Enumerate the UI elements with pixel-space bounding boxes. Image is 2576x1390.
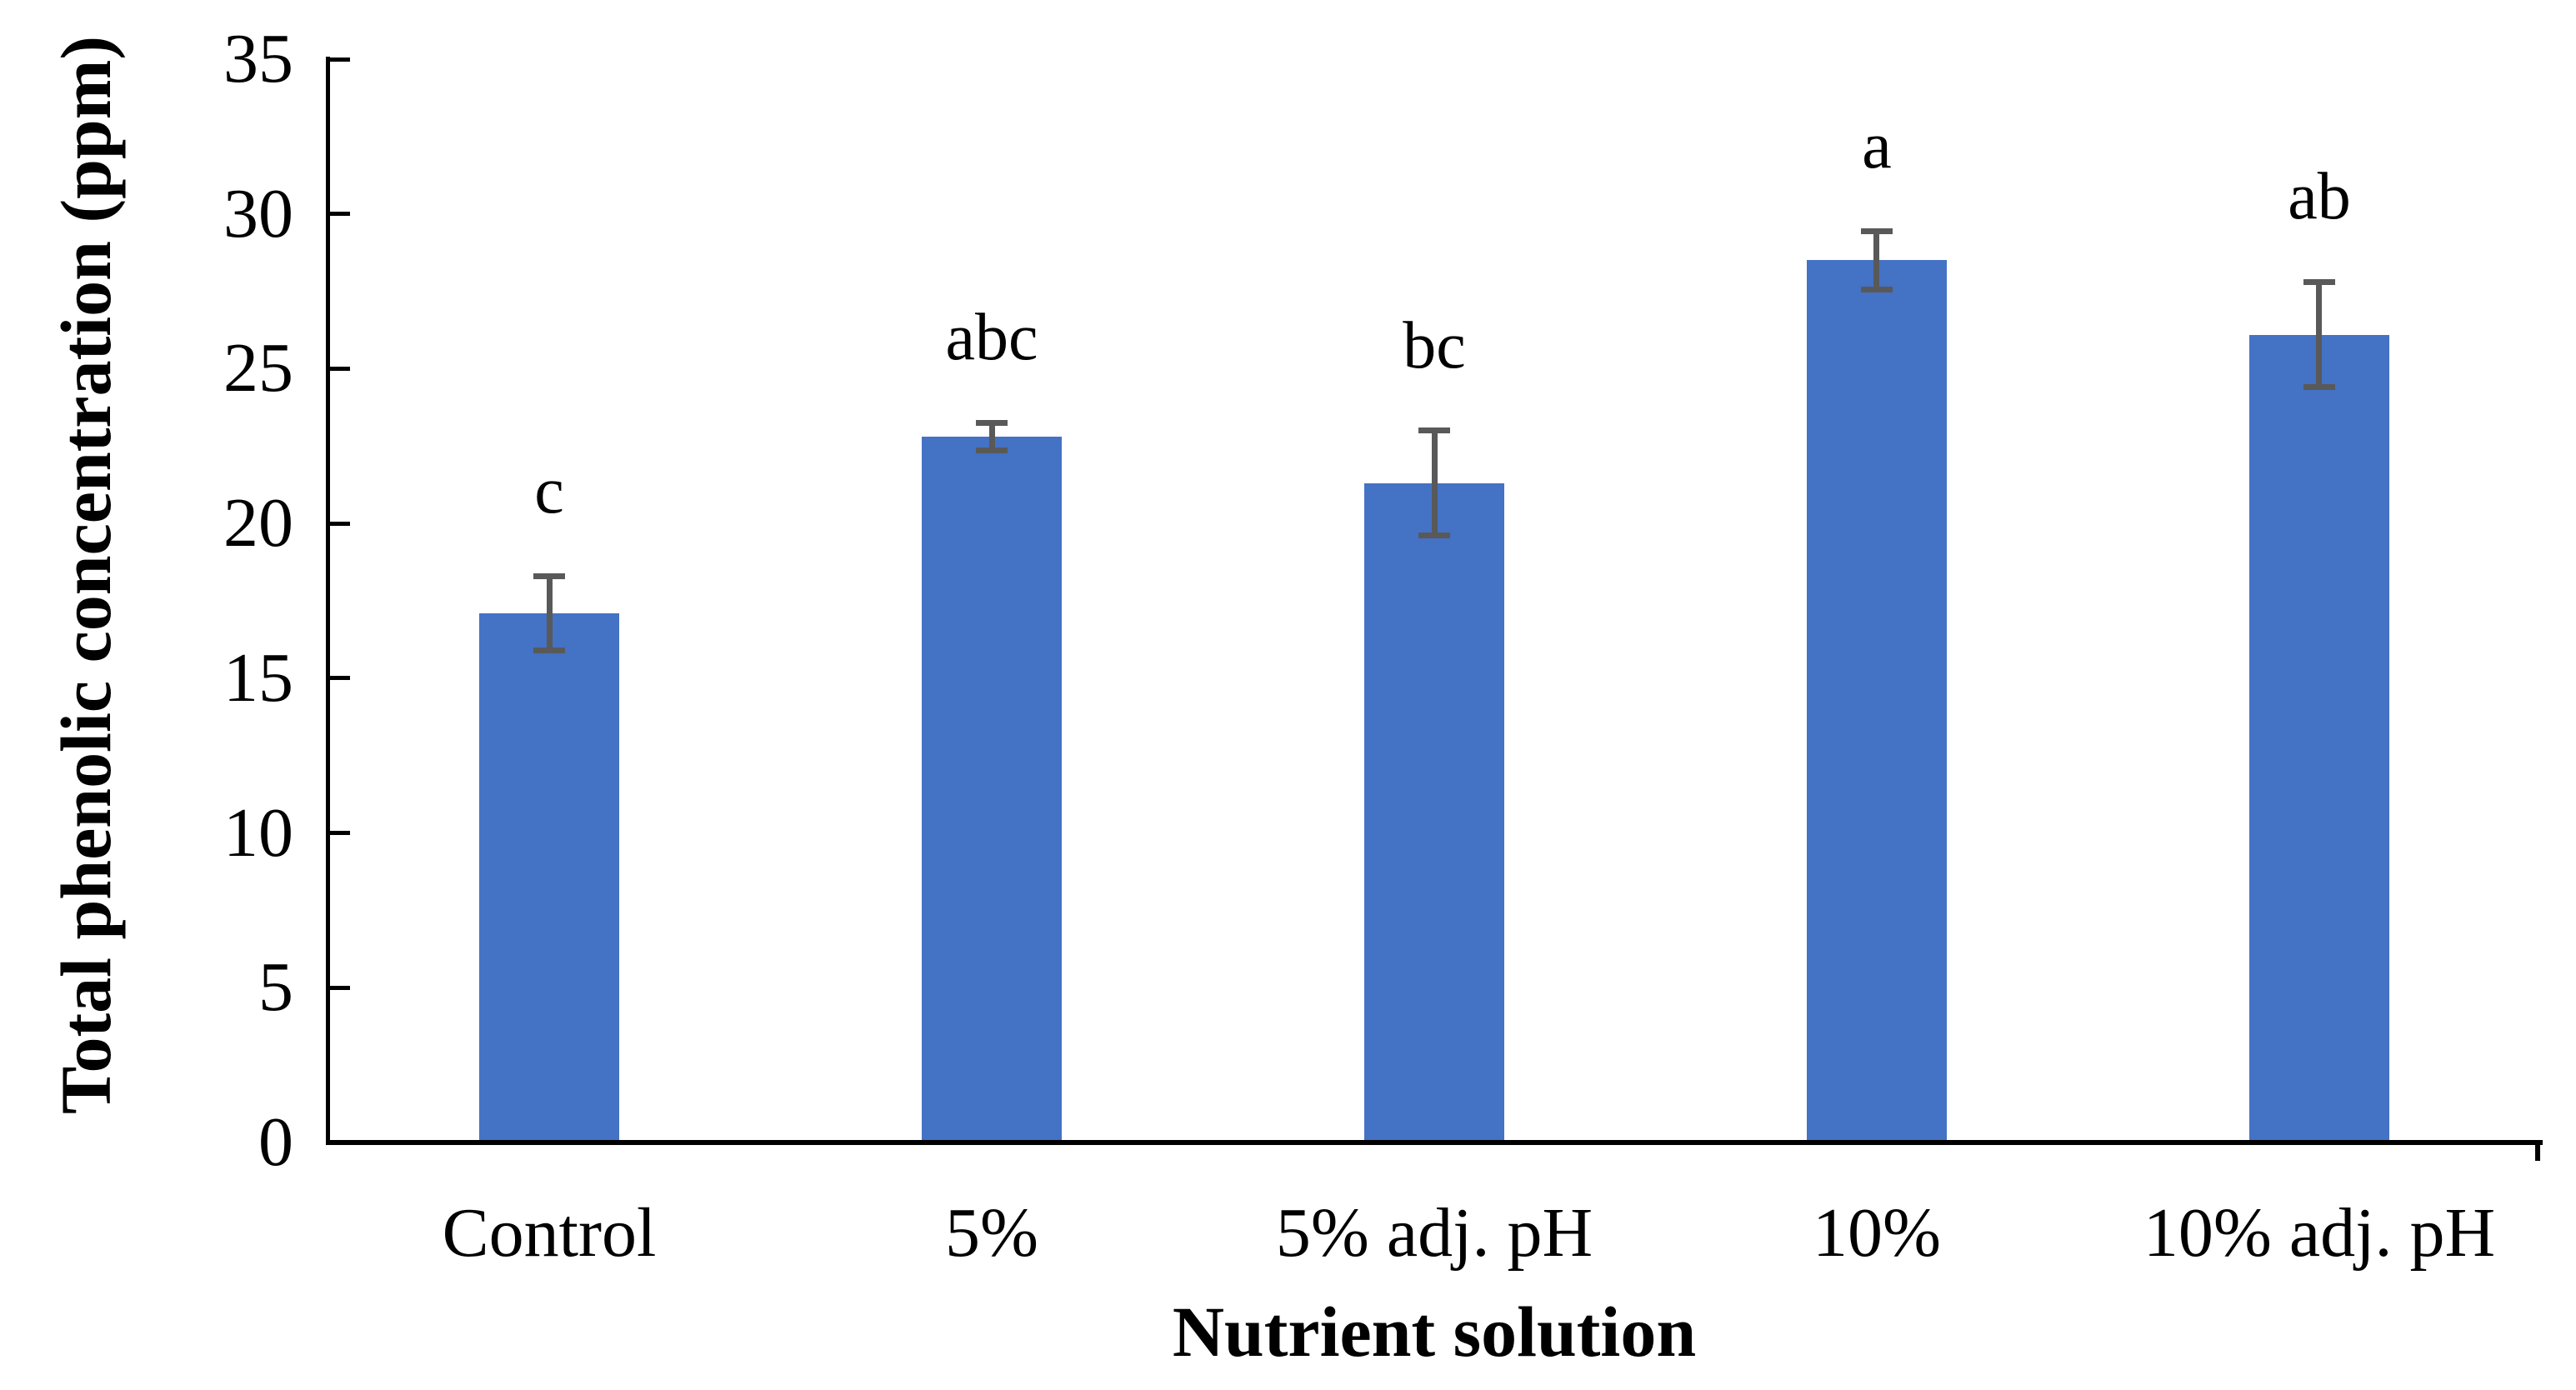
error-bar-cap: [1861, 228, 1893, 234]
error-bar-cap: [1418, 428, 1450, 433]
significance-letter: abc: [945, 301, 1038, 374]
error-bar-cap: [533, 648, 565, 653]
y-axis-tick: [328, 986, 350, 990]
x-axis-end-tick: [2535, 1145, 2540, 1161]
x-axis-title: Nutrient solution: [1172, 1292, 1697, 1372]
significance-letter: a: [1862, 109, 1892, 182]
significance-letter: ab: [2288, 160, 2351, 233]
significance-letter: bc: [1403, 309, 1466, 382]
y-axis-tick: [328, 676, 350, 680]
y-tick-label: 35: [223, 20, 293, 98]
y-tick-label: 5: [258, 948, 293, 1026]
bar: [2249, 335, 2389, 1140]
y-tick-label: 0: [258, 1103, 293, 1181]
y-tick-label: 30: [223, 175, 293, 252]
error-bar-line: [1873, 231, 1879, 290]
x-tick-label: 10% adj. pH: [2143, 1194, 2496, 1272]
y-axis-tick: [328, 367, 350, 371]
y-axis-tick: [328, 212, 350, 216]
error-bar-cap: [2303, 384, 2335, 390]
error-bar-line: [1432, 431, 1438, 536]
x-tick-label: 10%: [1813, 1194, 1941, 1272]
error-bar-cap: [976, 420, 1008, 426]
x-tick-label: 5% adj. pH: [1275, 1194, 1593, 1272]
significance-letter: c: [534, 454, 564, 528]
bar: [479, 613, 619, 1140]
error-bar-cap: [976, 448, 1008, 453]
y-axis-tick: [328, 58, 350, 62]
bar: [1364, 483, 1504, 1140]
x-tick-label: Control: [442, 1194, 657, 1272]
error-bar-line: [547, 576, 553, 650]
error-bar-line: [989, 422, 995, 450]
bar: [1807, 260, 1947, 1140]
y-tick-label: 20: [223, 484, 293, 562]
error-bar-cap: [1418, 532, 1450, 538]
x-tick-label: 5%: [945, 1194, 1038, 1272]
x-axis-line: [326, 1140, 2543, 1145]
error-bar-cap: [533, 573, 565, 579]
y-axis-tick: [328, 831, 350, 835]
y-tick-label: 10: [223, 794, 293, 872]
y-axis-line: [326, 57, 330, 1145]
bar: [922, 437, 1062, 1140]
y-tick-label: 15: [223, 639, 293, 717]
y-axis-tick: [328, 522, 350, 526]
y-tick-label: 25: [223, 329, 293, 407]
error-bar-line: [2316, 282, 2322, 387]
error-bar-cap: [1861, 287, 1893, 292]
error-bar-cap: [2303, 279, 2335, 285]
